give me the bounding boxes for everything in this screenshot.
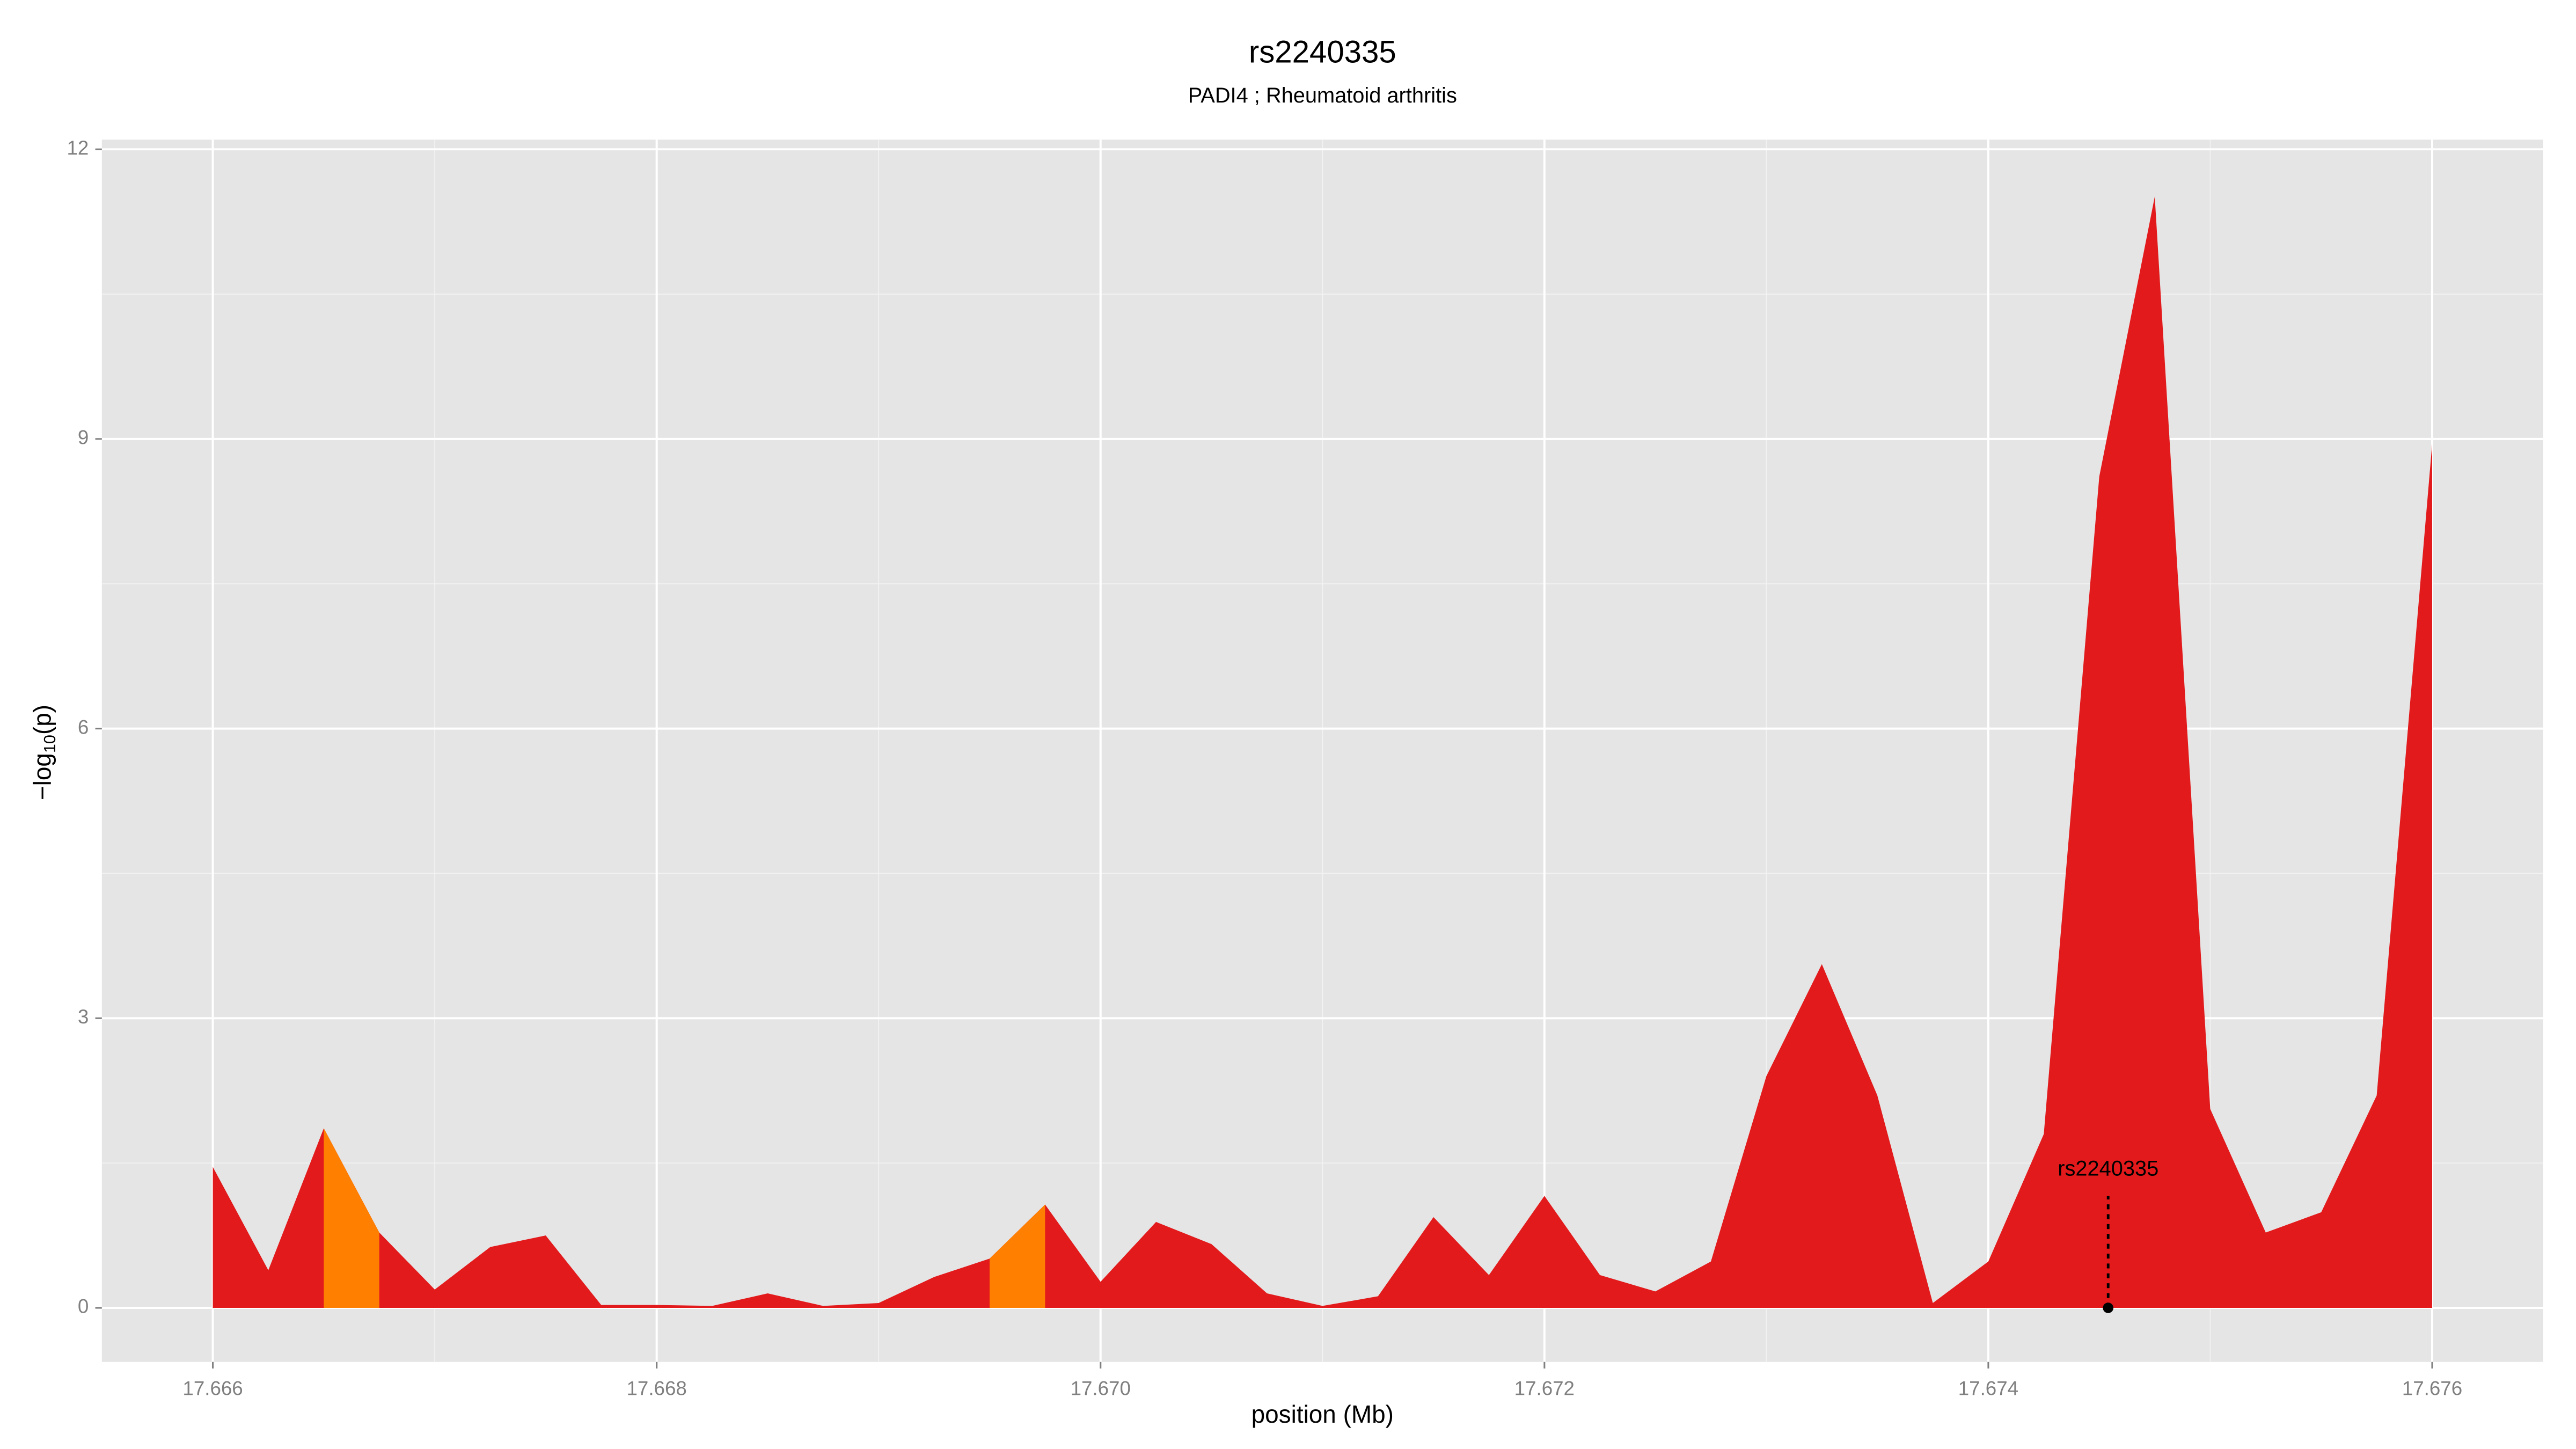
x-tick-label: 17.672: [1514, 1377, 1575, 1399]
x-axis-label: position (Mb): [1252, 1400, 1394, 1428]
y-tick-label: 0: [78, 1296, 89, 1318]
x-tick-label: 17.670: [1071, 1377, 1131, 1399]
highlight-area: [989, 1204, 1045, 1308]
highlight-area: [324, 1128, 379, 1308]
x-tick-label: 17.668: [626, 1377, 686, 1399]
y-tick-label: 12: [67, 137, 89, 159]
y-label-part: (p): [28, 705, 56, 735]
y-label-part: −log: [28, 753, 56, 800]
marker-point: [2103, 1302, 2114, 1313]
x-tick-label: 17.666: [182, 1377, 243, 1399]
area: [213, 196, 2433, 1308]
y-label-subscript: 10: [41, 735, 59, 753]
y-axis-label: −log10(p): [28, 705, 59, 800]
y-tick-label: 3: [78, 1006, 89, 1028]
x-tick-label: 17.674: [1958, 1377, 2018, 1399]
chart-title: rs2240335: [1249, 34, 1396, 69]
chart-subtitle: PADI4 ; Rheumatoid arthritis: [1188, 84, 1457, 107]
y-tick-label: 6: [78, 716, 89, 738]
y-tick-label: 9: [78, 427, 89, 449]
x-tick-label: 17.676: [2402, 1377, 2462, 1399]
marker-label: rs2240335: [2058, 1157, 2158, 1180]
